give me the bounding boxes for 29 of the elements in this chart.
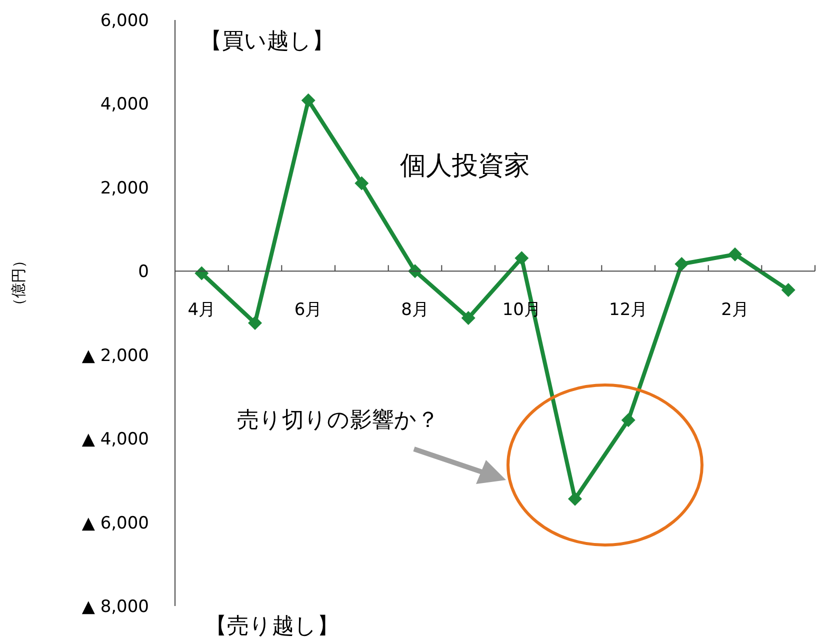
point	[674, 257, 689, 272]
y-tick-label: ▲ 2,000	[82, 346, 149, 366]
y-tick-label: ▲ 4,000	[82, 430, 149, 450]
x-tick-label: 12月	[609, 300, 648, 320]
y-tick-label: 0	[138, 262, 149, 282]
y-tick-label: ▲ 6,000	[82, 513, 149, 534]
y-tick-label: ▲ 8,000	[82, 597, 149, 618]
text: 【売り越し】	[205, 613, 339, 641]
point	[514, 251, 529, 266]
y-tick-label: 6,000	[100, 11, 149, 32]
point	[461, 311, 476, 326]
x-tick-label: 8月	[401, 300, 429, 320]
y-tick-label: 2,000	[100, 178, 149, 198]
annotation: 【買い越し】	[200, 28, 334, 56]
y-tick-label: 4,000	[100, 94, 149, 115]
y-axis-title: （億円）	[9, 253, 28, 313]
point	[568, 492, 582, 506]
point	[728, 247, 742, 262]
point	[621, 413, 636, 428]
point	[781, 282, 796, 297]
annotation: 売り切りの影響か？	[237, 407, 439, 435]
point	[301, 93, 316, 108]
point	[354, 176, 369, 190]
point	[248, 316, 262, 330]
series-label: 個人投資家	[400, 150, 530, 183]
x-tick-label: 4月	[188, 300, 216, 320]
x-tick-label: 2月	[721, 300, 749, 320]
point	[194, 266, 209, 280]
x-tick-label: 6月	[294, 300, 322, 320]
